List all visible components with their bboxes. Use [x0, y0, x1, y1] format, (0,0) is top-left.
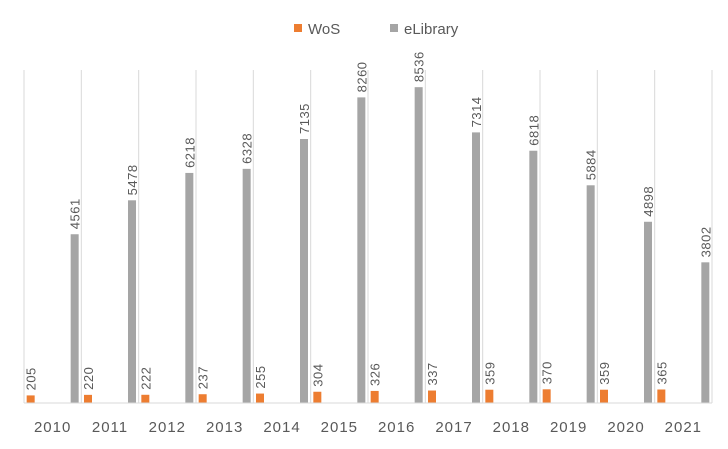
bar-wos-2013 [198, 394, 207, 403]
bar-wos-2019 [542, 389, 551, 403]
bar-wos-2015 [313, 391, 322, 403]
data-label-elibrary-2015: 8260 [354, 61, 369, 92]
x-tick-label-2015: 2015 [321, 419, 358, 436]
legend-swatch-elibrary [390, 24, 398, 32]
data-label-wos-2019: 370 [540, 361, 555, 384]
bar-elibrary-2020 [644, 221, 652, 403]
data-label-elibrary-2014: 7135 [297, 103, 312, 134]
bar-elibrary-2014 [300, 139, 308, 403]
x-tick-label-2018: 2018 [493, 419, 530, 436]
data-label-wos-2015: 304 [310, 364, 325, 387]
legend: WoS eLibrary [294, 21, 459, 38]
bar-elibrary-2016 [414, 87, 423, 403]
data-label-wos-2016: 326 [368, 363, 383, 386]
data-label-elibrary-2013: 6328 [240, 133, 255, 164]
data-label-elibrary-2012: 6218 [182, 137, 197, 168]
bar-elibrary-2012 [185, 172, 194, 403]
data-label-wos-2013: 237 [196, 366, 211, 389]
x-tick-label-2017: 2017 [435, 419, 472, 436]
data-label-wos-2010: 205 [24, 367, 39, 390]
bar-elibrary-2021 [701, 262, 710, 403]
data-label-wos-2011: 220 [81, 367, 96, 390]
data-label-elibrary-2016: 8536 [412, 51, 427, 82]
x-tick-labels: 2010 2011 2012 2013 2014 2015 2016 2017 2018 2019… [34, 419, 702, 436]
data-label-elibrary-2010: 4561 [68, 198, 83, 229]
data-label-wos-2018: 359 [482, 362, 497, 385]
data-label-wos-2017: 337 [425, 362, 440, 385]
data-labels: 205 4561 220 5478 222 6218 237 6328 255 7135 304 82… [24, 51, 714, 390]
data-label-wos-2012: 222 [138, 367, 153, 390]
bar-elibrary-2018 [529, 150, 538, 403]
bar-wos-2014 [256, 393, 264, 403]
legend-label-elibrary: eLibrary [404, 21, 459, 38]
bar-elibrary-2019 [586, 185, 595, 403]
data-label-wos-2020: 359 [597, 362, 612, 385]
data-label-elibrary-2019: 5884 [584, 149, 599, 180]
data-label-elibrary-2018: 6818 [526, 115, 541, 146]
bar-wos-2010 [26, 395, 35, 403]
data-label-elibrary-2021: 3802 [698, 226, 713, 257]
data-label-wos-2021: 365 [654, 361, 669, 384]
bar-wos-2016 [370, 390, 379, 403]
x-tick-label-2021: 2021 [665, 419, 702, 436]
bar-wos-2011 [84, 394, 92, 403]
bar-wos-2012 [141, 394, 150, 403]
x-tick-label-2020: 2020 [607, 419, 644, 436]
data-label-elibrary-2011: 5478 [125, 164, 140, 195]
x-tick-label-2012: 2012 [149, 419, 186, 436]
x-tick-label-2013: 2013 [206, 419, 243, 436]
legend-swatch-wos [294, 24, 302, 32]
bar-elibrary-2015 [357, 97, 366, 403]
data-label-wos-2014: 255 [253, 365, 268, 388]
data-label-elibrary-2017: 7314 [469, 96, 484, 127]
bar-wos-2018 [485, 389, 494, 403]
bar-elibrary-2017 [472, 132, 480, 403]
gridlines [23, 70, 713, 403]
bar-wos-2017 [428, 390, 436, 403]
x-tick-label-2019: 2019 [550, 419, 587, 436]
legend-label-wos: WoS [308, 21, 340, 38]
bar-elibrary-2011 [128, 200, 136, 403]
x-tick-label-2016: 2016 [378, 419, 415, 436]
x-tick-label-2011: 2011 [92, 419, 128, 436]
bar-elibrary-2010 [70, 234, 79, 403]
bars [26, 87, 710, 403]
bar-wos-2020 [600, 389, 608, 403]
x-tick-label-2010: 2010 [34, 419, 71, 436]
x-tick-label-2014: 2014 [263, 419, 300, 436]
data-label-elibrary-2020: 4898 [641, 186, 656, 217]
bar-elibrary-2013 [242, 168, 251, 403]
bar-wos-2021 [657, 389, 666, 403]
